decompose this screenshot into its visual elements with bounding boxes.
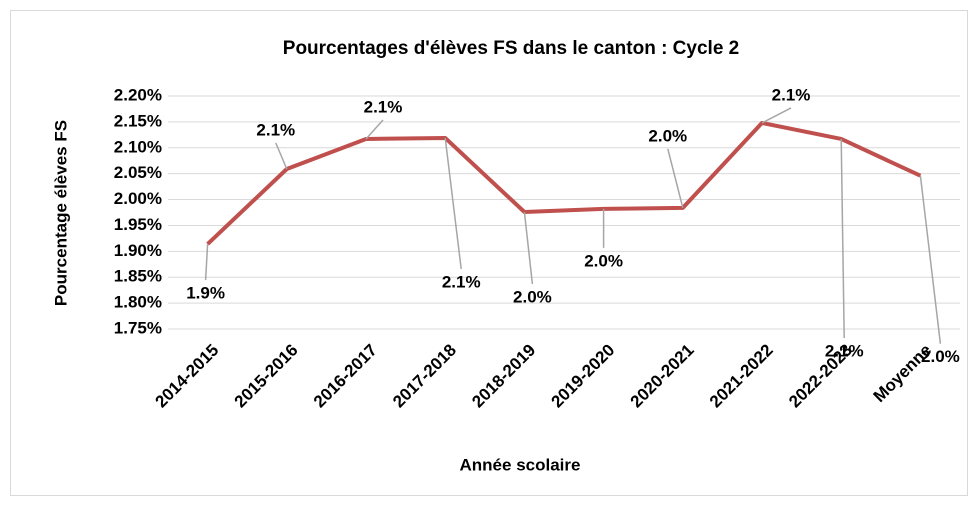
chart-title: Pourcentages d'élèves FS dans le canton … <box>283 38 739 59</box>
data-line <box>206 120 922 246</box>
y-tick-label: 2.00% <box>114 189 162 208</box>
leader-line <box>204 244 209 281</box>
x-axis-title: Année scolaire <box>460 455 581 474</box>
data-label: 2.1% <box>772 85 811 104</box>
leader-line <box>523 211 534 285</box>
leader-line <box>365 119 384 140</box>
leader-line <box>761 107 792 124</box>
chart-frame <box>10 10 968 496</box>
y-tick-label: 2.10% <box>114 137 162 156</box>
data-label: 2.1% <box>364 97 403 116</box>
y-tick-label: 1.95% <box>114 215 162 234</box>
data-label: 1.9% <box>186 284 225 303</box>
y-tick-label: 1.75% <box>114 318 162 337</box>
leader-line <box>840 138 845 338</box>
data-label: 2.0% <box>584 251 623 270</box>
data-label: 2.1% <box>442 272 481 291</box>
leader-line <box>919 175 942 344</box>
y-tick-label: 1.90% <box>114 241 162 260</box>
leader-line <box>275 142 288 170</box>
data-label: 2.1% <box>256 120 295 139</box>
data-label: 2.1% <box>825 341 864 360</box>
data-label: 2.0% <box>921 347 960 366</box>
y-tick-label: 2.05% <box>114 163 162 182</box>
leader-line <box>667 148 684 209</box>
data-label: 2.0% <box>648 126 687 145</box>
leader-line <box>444 137 462 270</box>
y-axis-title: Pourcentage élèves FS <box>51 120 70 306</box>
y-tick-label: 1.85% <box>114 267 162 286</box>
data-label: 2.0% <box>513 287 552 306</box>
y-tick-label: 2.20% <box>114 85 162 104</box>
y-tick-label: 2.15% <box>114 111 162 130</box>
y-tick-label: 1.80% <box>114 293 162 312</box>
